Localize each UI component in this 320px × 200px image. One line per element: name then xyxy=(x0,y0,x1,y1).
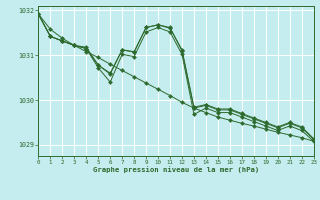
X-axis label: Graphe pression niveau de la mer (hPa): Graphe pression niveau de la mer (hPa) xyxy=(93,167,259,173)
